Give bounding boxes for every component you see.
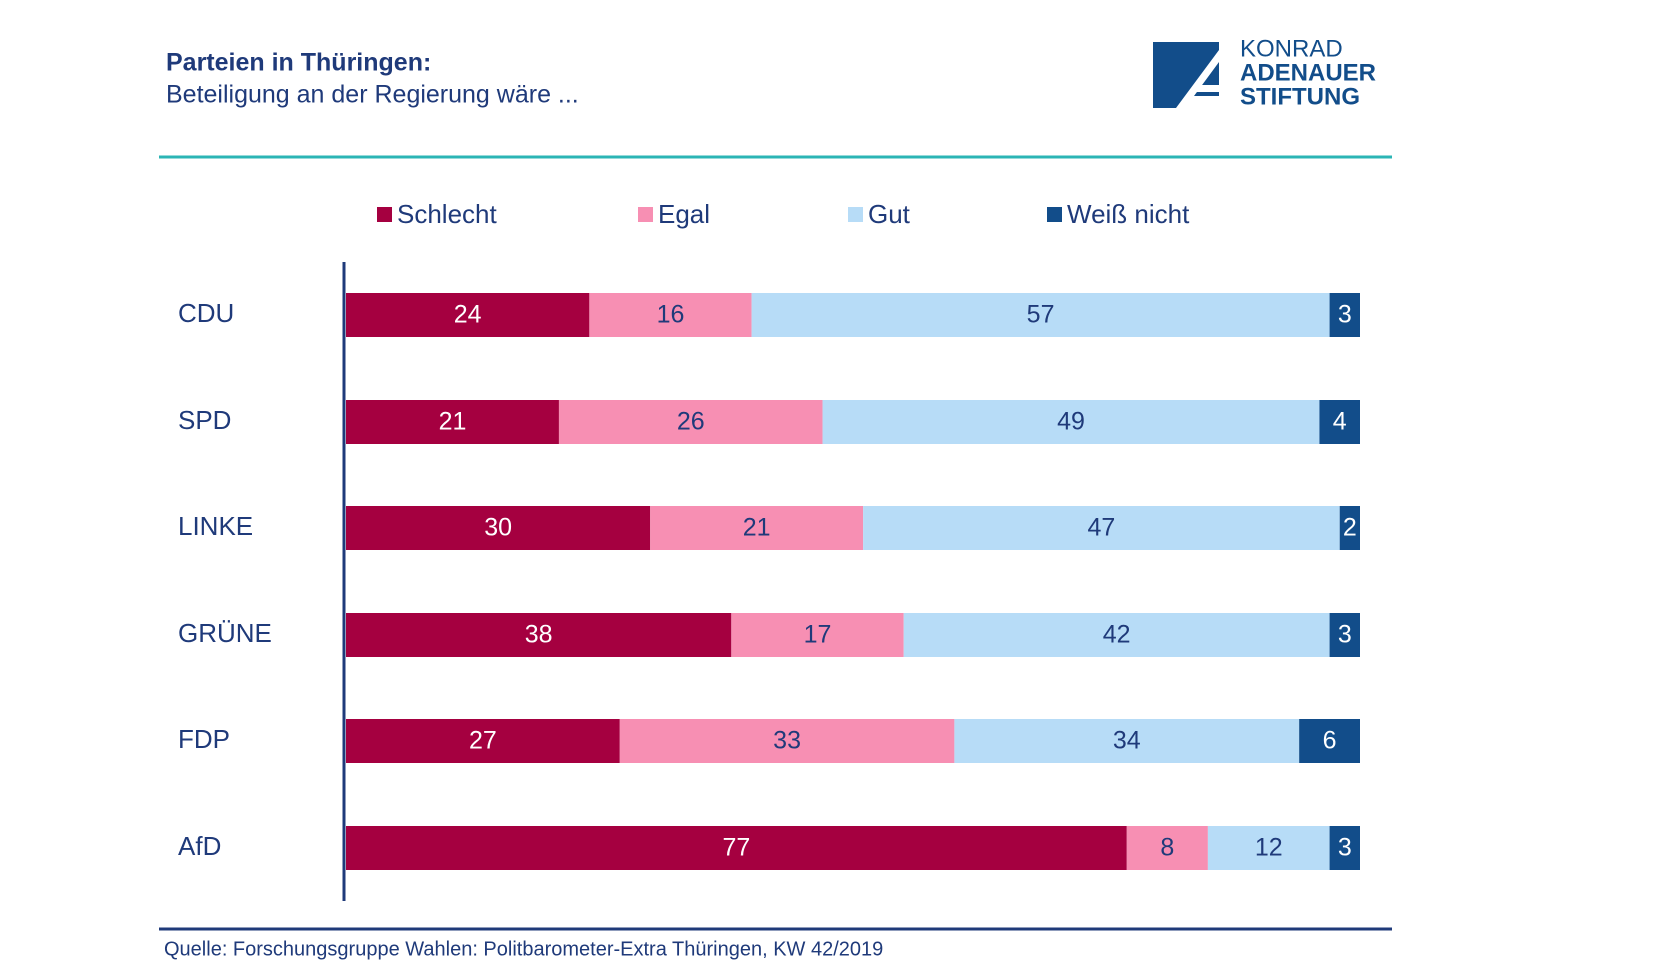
value-label: 4 (1333, 408, 1347, 436)
bar-segment (863, 506, 1340, 550)
bar-segment (1329, 613, 1360, 657)
source: Quelle: Forschungsgruppe Wahlen: Politba… (164, 938, 883, 960)
value-label: 26 (677, 408, 705, 436)
bar-segment (731, 613, 904, 657)
bar-segment (1339, 506, 1360, 550)
bar-segment (650, 506, 864, 550)
category-label: LINKE (178, 511, 253, 541)
bar-segment (822, 400, 1320, 444)
value-label: 38 (525, 621, 553, 649)
bar-segment (619, 719, 955, 763)
value-label: 34 (1113, 727, 1141, 755)
legend-swatch (848, 207, 863, 222)
value-label: 3 (1338, 621, 1352, 649)
value-label: 12 (1255, 834, 1283, 862)
chart-title: Parteien in Thüringen: (166, 49, 431, 77)
logo-a-bar (1193, 85, 1219, 92)
value-label: 2 (1343, 514, 1357, 542)
value-label: 49 (1057, 408, 1085, 436)
value-label: 30 (484, 514, 512, 542)
value-label: 42 (1103, 621, 1131, 649)
chart-subtitle: Beteiligung an der Regierung wäre ... (166, 81, 579, 109)
value-label: 17 (804, 621, 832, 649)
value-label: 3 (1338, 834, 1352, 862)
value-label: 6 (1323, 727, 1337, 755)
legend-label: Weiß nicht (1067, 199, 1190, 229)
logo-text: ADENAUER (1240, 59, 1376, 86)
logo-a (1176, 50, 1219, 108)
category-label: AfD (178, 831, 221, 861)
bar-segment (1329, 293, 1360, 337)
category-label: CDU (178, 298, 234, 328)
value-label: 57 (1027, 301, 1055, 329)
logo-text: KONRAD (1240, 35, 1343, 62)
value-label: 27 (469, 727, 497, 755)
legend-swatch (377, 207, 392, 222)
bar-segment (1126, 826, 1208, 870)
value-label: 33 (773, 727, 801, 755)
bar-segment (558, 400, 823, 444)
logo-text: STIFTUNG (1240, 83, 1360, 110)
value-label: 16 (657, 301, 685, 329)
legend-swatch (638, 207, 653, 222)
bar-segment (1329, 826, 1360, 870)
bar-segment (346, 400, 559, 444)
bar-segment (954, 719, 1300, 763)
bar-segment (346, 613, 732, 657)
value-label: 24 (454, 301, 482, 329)
value-label: 77 (722, 834, 750, 862)
bar-segment (589, 293, 752, 337)
bar-segment (1299, 719, 1360, 763)
bar-segment (1319, 400, 1360, 444)
legend-swatch (1047, 207, 1062, 222)
bar-segment (346, 293, 590, 337)
legend-label: Schlecht (397, 199, 497, 229)
bar-segment (346, 719, 620, 763)
legend-label: Egal (658, 199, 710, 229)
legend-label: Gut (868, 199, 911, 229)
bar-segment (346, 826, 1127, 870)
value-label: 3 (1338, 301, 1352, 329)
bar-segment (903, 613, 1330, 657)
value-label: 47 (1088, 514, 1116, 542)
value-label: 21 (743, 514, 771, 542)
bar-segment (1207, 826, 1330, 870)
bar-segment (346, 506, 651, 550)
bar-segment (751, 293, 1330, 337)
value-label: 8 (1160, 834, 1174, 862)
category-label: GRÜNE (178, 618, 272, 648)
category-label: SPD (178, 405, 231, 435)
value-label: 21 (439, 408, 467, 436)
logo: KONRAD ADENAUER STIFTUNG (1153, 35, 1376, 110)
category-label: FDP (178, 724, 230, 754)
